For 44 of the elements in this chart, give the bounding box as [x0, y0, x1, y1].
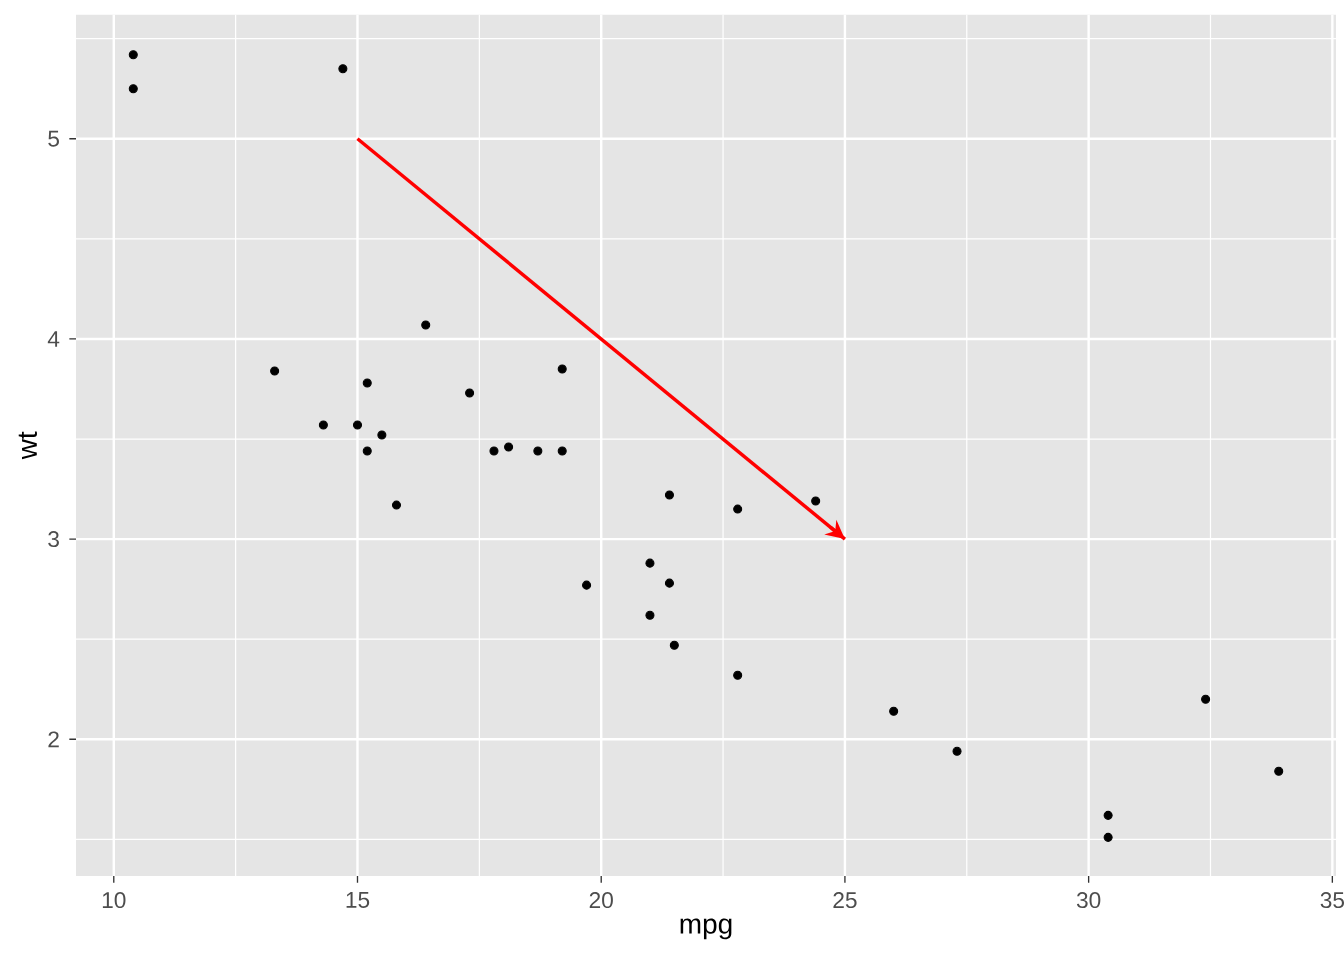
point	[270, 366, 280, 376]
point	[664, 490, 674, 500]
point	[352, 420, 363, 430]
point	[504, 442, 514, 452]
point	[128, 84, 138, 94]
point	[733, 504, 743, 514]
x-tick-label: 15	[346, 892, 370, 908]
point	[557, 446, 567, 456]
x-tick-label: 30	[1076, 892, 1101, 909]
point	[362, 446, 372, 456]
point	[557, 364, 567, 374]
point	[377, 430, 387, 440]
y-tick-label: 3	[48, 531, 59, 548]
y-tick-label: 5	[48, 130, 59, 147]
point	[338, 64, 348, 74]
point	[1274, 766, 1284, 776]
point	[811, 496, 821, 506]
x-tick-label: 25	[833, 892, 857, 909]
point	[664, 578, 674, 588]
y-tick-label: 2	[48, 731, 59, 748]
point	[645, 558, 655, 568]
x-tick-label: 10	[102, 892, 126, 909]
point	[1103, 810, 1113, 820]
point	[889, 706, 899, 716]
point	[1103, 832, 1113, 842]
point	[391, 500, 402, 510]
point	[645, 610, 655, 620]
point	[733, 670, 743, 680]
point	[318, 420, 328, 430]
point	[489, 446, 499, 456]
point	[421, 320, 431, 330]
y-axis-title: wt	[18, 431, 37, 460]
point	[582, 580, 592, 590]
point	[669, 640, 679, 650]
point	[465, 388, 475, 398]
point	[362, 378, 372, 388]
point	[1201, 694, 1211, 704]
point	[952, 746, 962, 756]
y-tick-label: 4	[47, 331, 60, 347]
x-tick-label: 35	[1320, 892, 1344, 909]
point	[128, 50, 138, 60]
x-tick-label: 20	[589, 892, 613, 909]
point	[533, 446, 543, 456]
x-axis-title: mpg	[680, 918, 732, 940]
